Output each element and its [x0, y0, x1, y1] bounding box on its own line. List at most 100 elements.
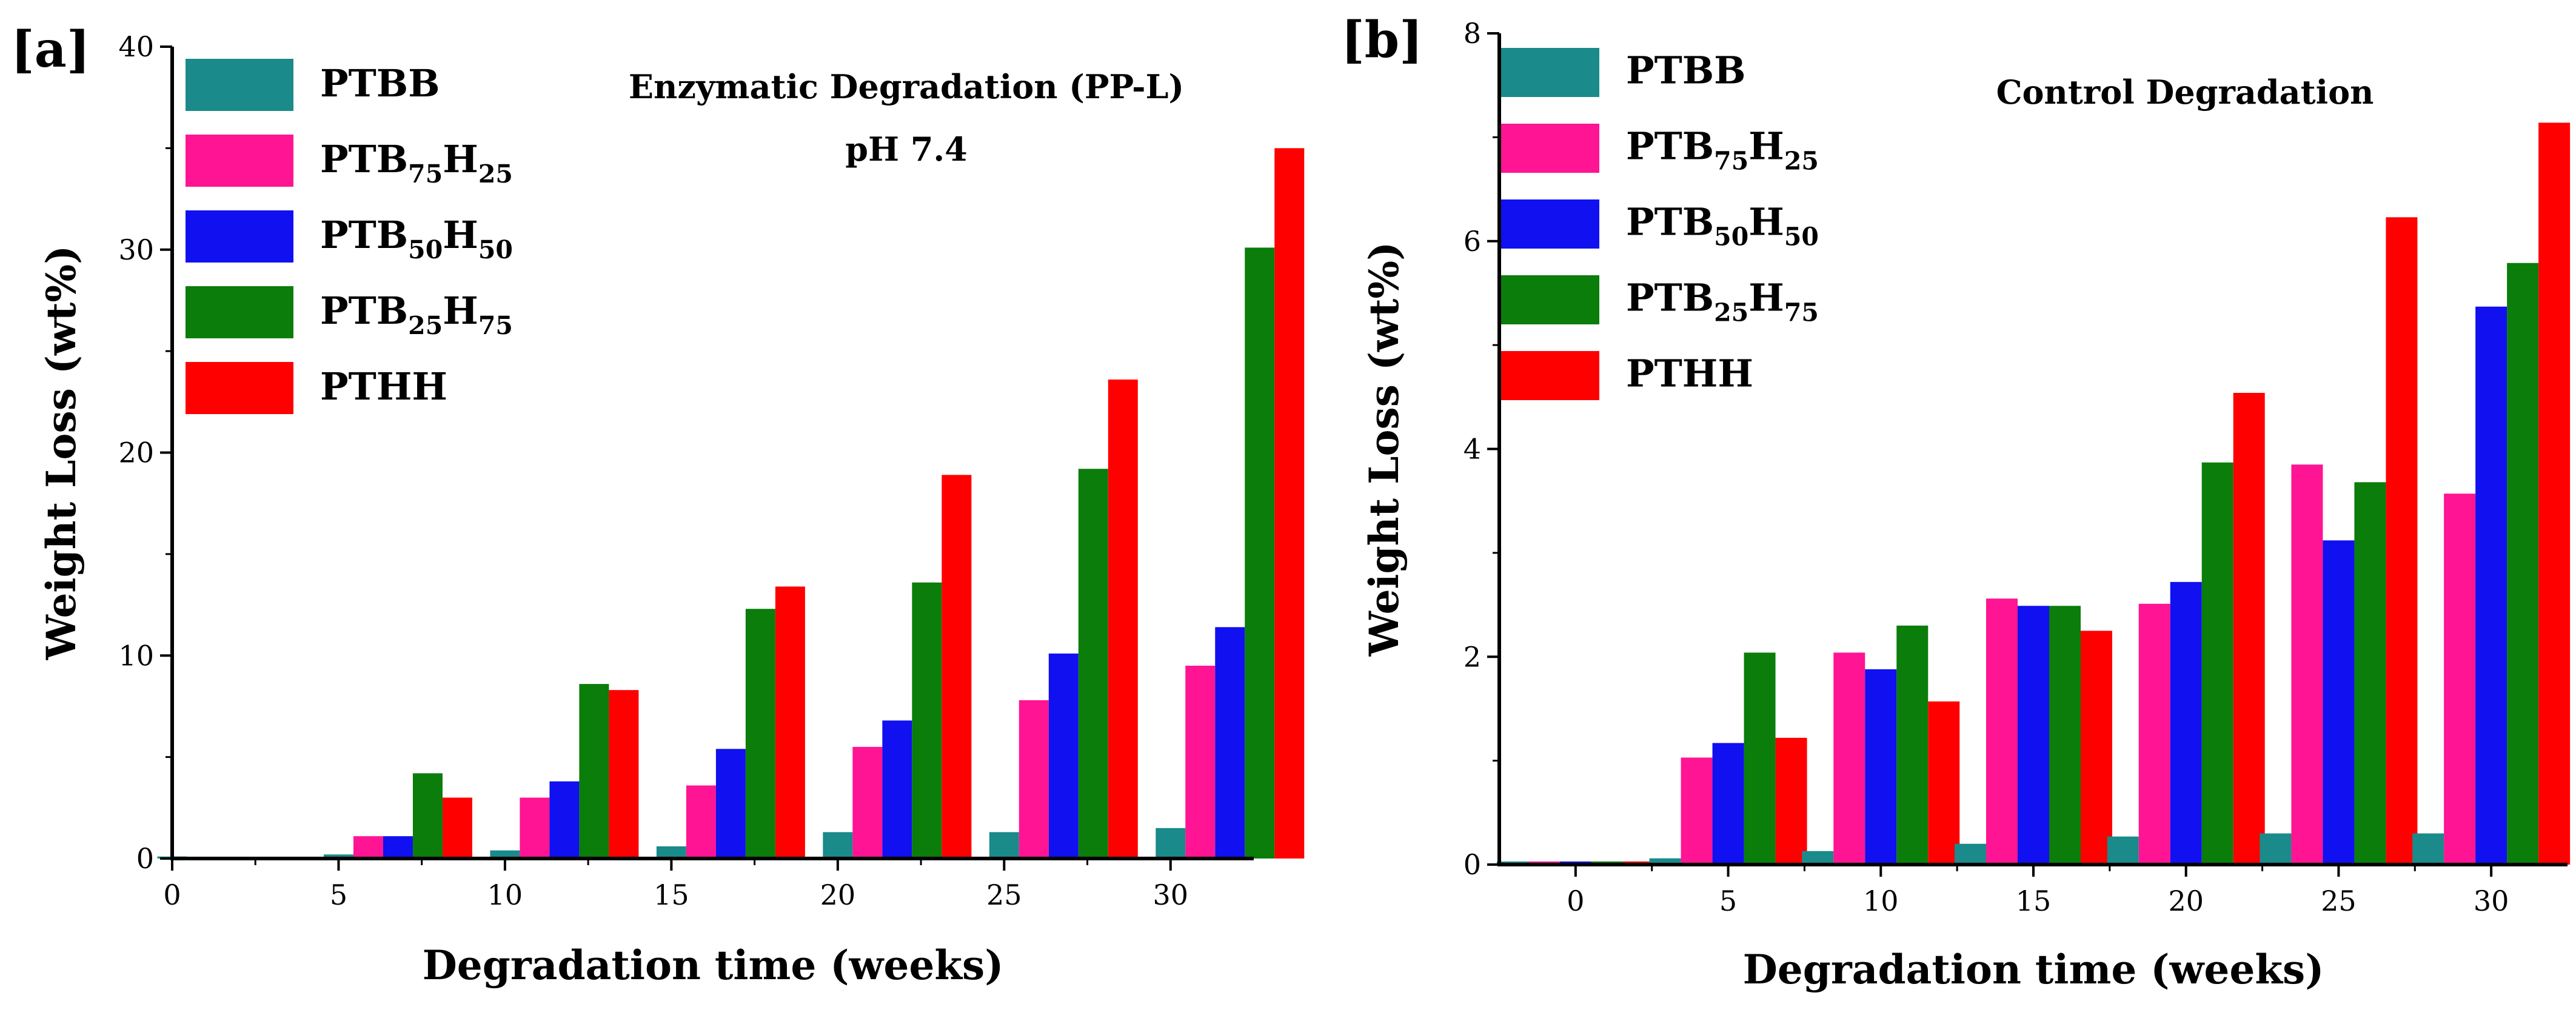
- bar-ptbb-w15: [656, 846, 686, 859]
- y-tick-label: 2: [1464, 640, 1481, 673]
- x-tick-label: 5: [1719, 885, 1737, 917]
- x-tick-label: 20: [820, 879, 856, 911]
- x-tick-label: 0: [163, 879, 181, 911]
- chart-subtitle: pH 7.4: [845, 130, 968, 169]
- chart-title: Enzymatic Degradation (PP-L): [629, 67, 1184, 106]
- bar-ptb50h50-w15: [2018, 606, 2049, 865]
- legend-label-pthh: PTHH: [320, 364, 447, 409]
- y-tick-label: 20: [118, 437, 154, 469]
- bar-ptb50h50-w30: [1215, 627, 1245, 859]
- bar-ptb25h75-w10: [1896, 625, 1929, 865]
- x-axis-label: Degradation time (weeks): [1743, 946, 2324, 993]
- bar-ptb25h75-w25: [1078, 469, 1108, 859]
- bar-pthh-w10: [609, 690, 639, 859]
- x-tick-label: 25: [986, 879, 1022, 911]
- legend-label-ptbb: PTBB: [1626, 48, 1746, 92]
- bar-ptb50h50-w25: [2323, 540, 2355, 865]
- x-axis-label: Degradation time (weeks): [423, 942, 1004, 989]
- y-axis-label: Weight Loss (wt%): [38, 246, 85, 661]
- bar-ptbb-w30: [1156, 828, 1186, 859]
- bar-ptb25h75-w25: [2354, 482, 2386, 865]
- bar-pthh-w30: [2538, 122, 2571, 865]
- legend-swatch-pthh: [1501, 351, 1599, 400]
- bar-ptb75h25-w5: [1681, 757, 1713, 865]
- bar-ptb75h25-w15: [1986, 598, 2018, 865]
- x-tick-label: 15: [654, 879, 689, 911]
- y-tick-label: 40: [118, 30, 154, 63]
- x-tick-label: 25: [2321, 885, 2357, 917]
- bar-ptb75h25-w5: [353, 836, 383, 859]
- bars: [157, 148, 1305, 859]
- legend-swatch-ptb25h75: [1501, 275, 1599, 324]
- y-tick-label: 0: [1464, 848, 1481, 881]
- bar-ptb50h50-w30: [2475, 306, 2507, 865]
- bar-ptb75h25-w10: [1833, 652, 1865, 865]
- x-tick-label: 0: [1567, 885, 1584, 917]
- bar-ptb25h75-w30: [2507, 263, 2539, 865]
- bar-ptbb-w20: [823, 832, 853, 859]
- legend-label-ptbb: PTBB: [320, 61, 440, 105]
- legend-swatch-ptb50h50: [186, 210, 293, 263]
- x-tick-label: 30: [1153, 879, 1188, 911]
- x-tick-label: 15: [2016, 885, 2052, 917]
- x-tick-label: 10: [1863, 885, 1899, 917]
- legend-swatch-pthh: [186, 362, 293, 414]
- bar-pthh-w25: [1108, 379, 1138, 859]
- bar-ptb50h50-w20: [2170, 581, 2202, 865]
- bar-pthh-w5: [1775, 737, 1807, 865]
- panel-b: [b] 0 2 4 6 8 0 5 10 15 20 25 30 Degradation time (w…: [1341, 11, 2571, 993]
- y-tick-label: 6: [1464, 225, 1481, 258]
- bar-ptb25h75-w15: [745, 609, 775, 859]
- bar-ptbb-w30: [2412, 833, 2444, 865]
- y-tick-label: 8: [1464, 17, 1481, 50]
- y-tick-label: 10: [118, 639, 154, 672]
- bar-ptb75h25-w20: [2138, 603, 2170, 865]
- bar-pthh-w15: [2081, 631, 2112, 865]
- legend-swatch-ptb75h25: [186, 135, 293, 187]
- legend-swatch-ptbb: [1501, 48, 1599, 97]
- bars: [1496, 122, 2571, 865]
- bar-ptbb-w5: [323, 854, 353, 859]
- bar-ptbb-w10: [490, 850, 520, 859]
- bar-ptb75h25-w20: [852, 746, 883, 859]
- bar-ptb75h25-w25: [1019, 700, 1049, 859]
- y-tick-label: 30: [118, 233, 154, 266]
- x-tick-label: 30: [2474, 885, 2509, 917]
- panel-label: [b]: [1341, 11, 1423, 69]
- bar-ptb25h75-w5: [1744, 652, 1776, 865]
- panel-a: [a] 0 10 20 30 40 0 5 10 15 20 25 30 Degradation tim…: [11, 21, 1305, 989]
- legend-label-ptb25h75: PTB25H75: [320, 289, 513, 340]
- chart-title: Control Degradation: [1996, 73, 2374, 112]
- bar-pthh-w25: [2386, 217, 2418, 865]
- bar-ptb25h75-w5: [412, 773, 443, 859]
- bar-pthh-w30: [1274, 148, 1305, 859]
- legend-swatch-ptb75h25: [1501, 124, 1599, 173]
- bar-ptb75h25-w25: [2291, 464, 2323, 865]
- bar-pthh-w10: [1928, 701, 1960, 865]
- bar-ptb25h75-w15: [2049, 606, 2081, 865]
- bar-ptbb-w25: [989, 832, 1019, 859]
- bar-ptbb-w15: [1955, 843, 1986, 865]
- panel-label: [a]: [11, 21, 90, 79]
- x-tick-label: 20: [2168, 885, 2204, 917]
- y-tick-label: 4: [1464, 433, 1481, 466]
- y-axis-label: Weight Loss (wt%): [1360, 242, 1408, 657]
- bar-pthh-w15: [775, 586, 805, 859]
- legend-swatch-ptbb: [186, 59, 293, 111]
- bar-ptb50h50-w25: [1048, 653, 1079, 859]
- bar-ptb75h25-w30: [2444, 494, 2476, 865]
- bar-ptbb-w20: [2107, 836, 2139, 865]
- bar-ptb25h75-w10: [579, 684, 609, 859]
- bar-ptb50h50-w5: [383, 836, 413, 859]
- bar-ptbb-w5: [1649, 858, 1681, 865]
- x-tick-label: 10: [487, 879, 523, 911]
- bar-pthh-w20: [2233, 392, 2265, 865]
- legend-swatch-ptb50h50: [1501, 199, 1599, 249]
- bar-ptb50h50-w15: [715, 749, 746, 859]
- legend-label-ptb75h25: PTB75H25: [1626, 124, 1819, 175]
- bar-pthh-w5: [442, 797, 472, 859]
- bar-ptb75h25-w10: [520, 797, 550, 859]
- bar-ptbb-w25: [2260, 833, 2292, 865]
- bar-ptb75h25-w30: [1185, 665, 1216, 859]
